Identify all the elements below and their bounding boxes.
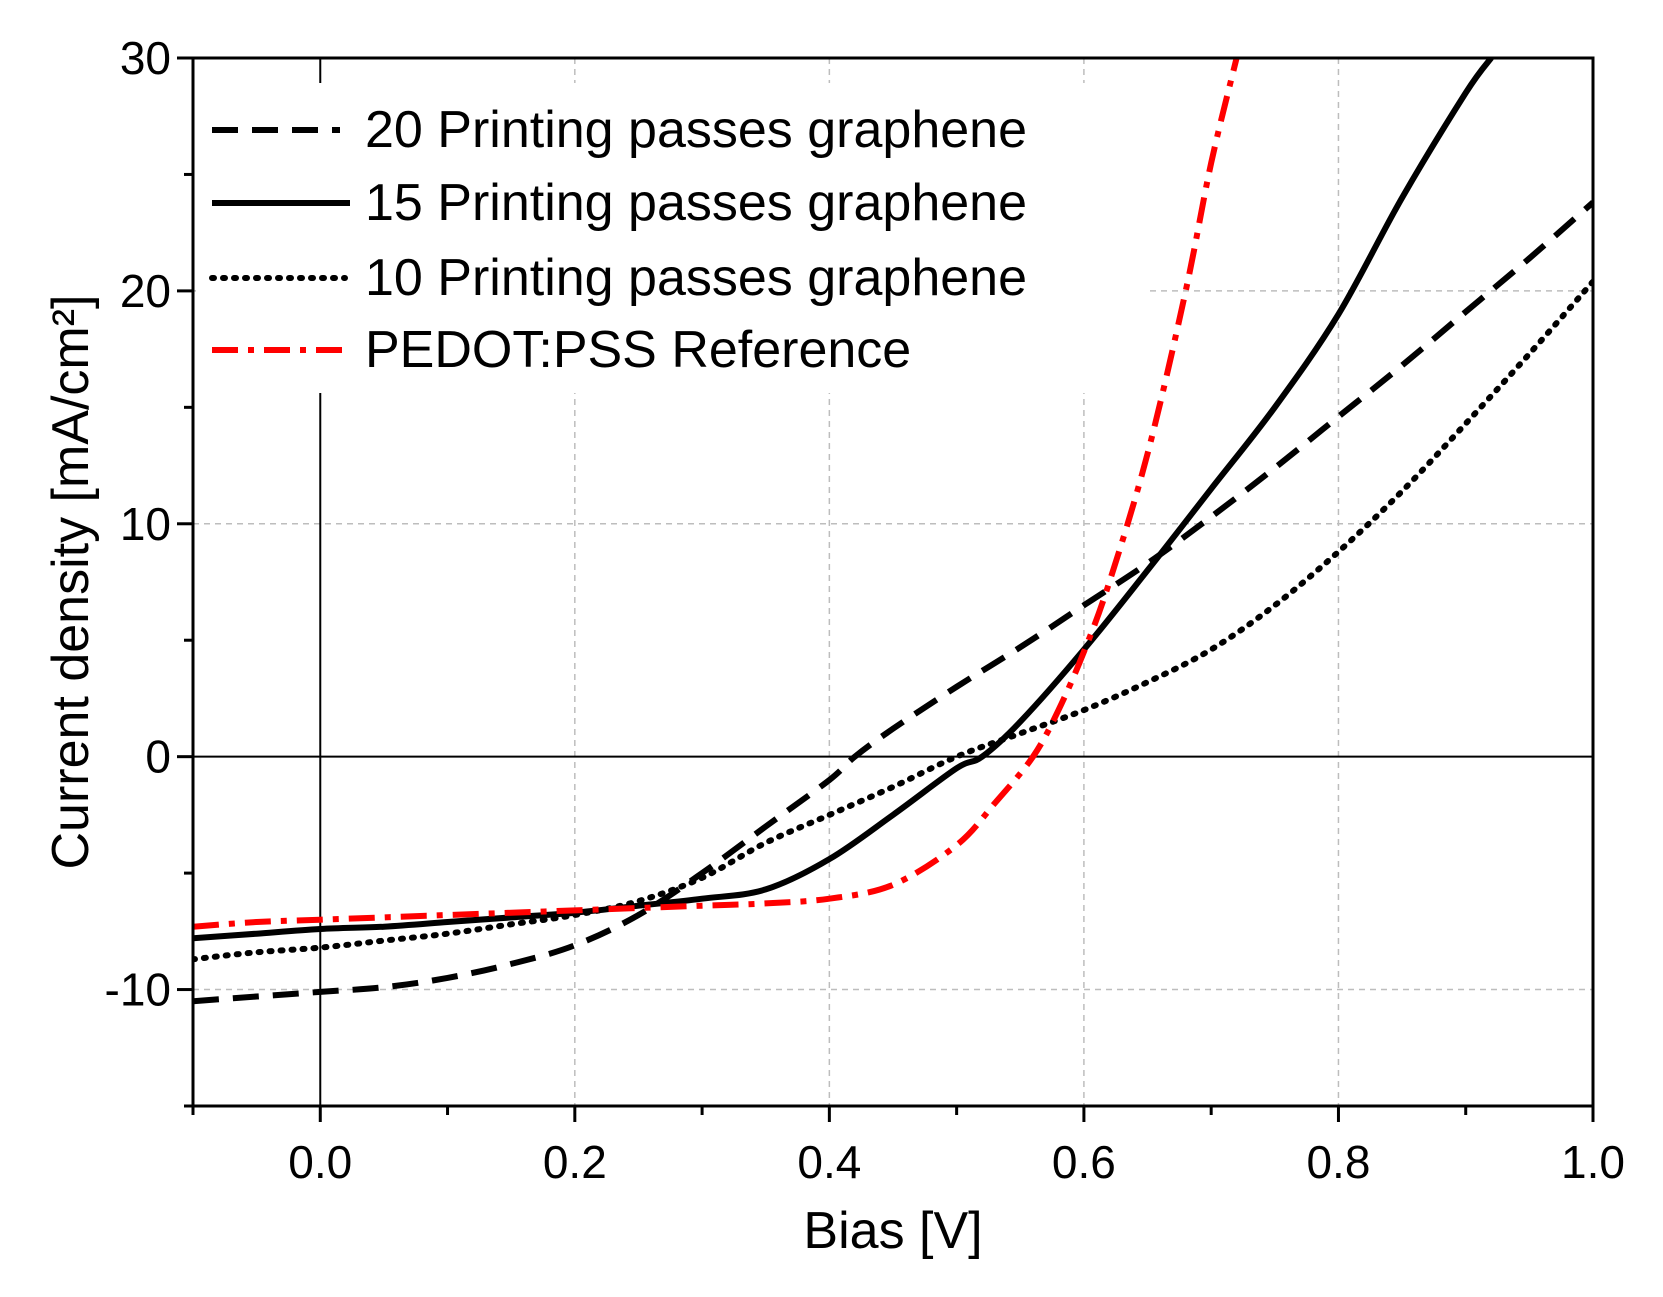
y-tick-label: 0 [145, 731, 171, 783]
y-axis-title: Current density [mA/cm²] [42, 294, 100, 869]
series-pedot-reference-line [193, 58, 1240, 930]
legend-label-15-passes: 15 Printing passes graphene [365, 174, 1027, 232]
tick-labels: 0.0 0.2 0.4 0.6 0.8 1.0 -10 0 10 20 30 [105, 32, 1625, 1188]
x-tick-label: 0.4 [797, 1136, 861, 1188]
plot-frame [191, 56, 1595, 1108]
legend-label-pedot: PEDOT:PSS Reference [365, 321, 911, 379]
x-tick-label: 0.6 [1052, 1136, 1116, 1188]
legend-label-20-passes: 20 Printing passes graphene [365, 101, 1027, 159]
x-axis-title: Bias [V] [803, 1202, 982, 1260]
y-tick-label: 20 [120, 265, 171, 317]
legend: 20 Printing passes graphene 15 Printing … [196, 83, 1146, 393]
ticks [177, 56, 1595, 1122]
x-tick-label: 1.0 [1561, 1136, 1625, 1188]
y-tick-label: 30 [120, 32, 171, 84]
legend-label-10-passes: 10 Printing passes graphene [365, 249, 1027, 307]
y-tick-label: -10 [105, 964, 171, 1016]
series-layer [193, 58, 1593, 1005]
series-10-passes-line [193, 278, 1593, 963]
x-tick-label: 0.0 [288, 1136, 352, 1188]
series-15-passes-line [193, 58, 1494, 942]
x-tick-label: 0.2 [543, 1136, 607, 1188]
x-tick-label: 0.8 [1306, 1136, 1370, 1188]
legend-background [196, 83, 1146, 393]
y-tick-label: 10 [120, 498, 171, 550]
series-20-passes-line [193, 200, 1593, 1005]
